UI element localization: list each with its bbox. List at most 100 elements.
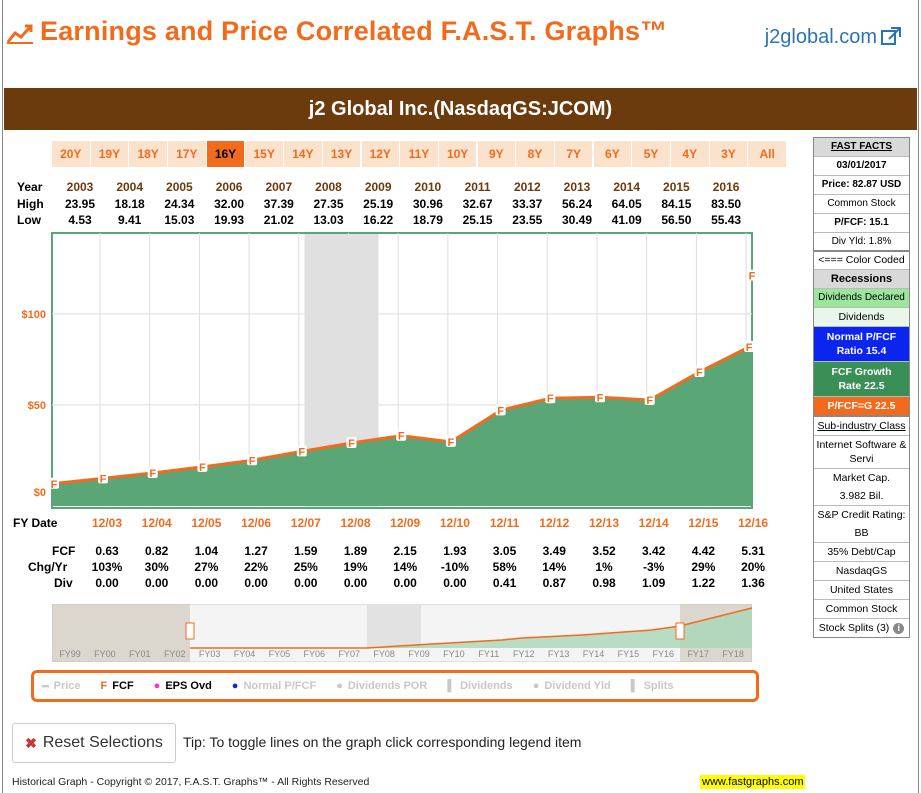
div-row-label: Div (54, 576, 73, 590)
price-high-cell: 24.34 (164, 197, 195, 211)
range-button-16y[interactable]: 16Y (206, 141, 245, 167)
price-years-cell: 2012 (513, 180, 541, 194)
fy-dates-cell: 12/09 (390, 516, 421, 530)
range-button-18y[interactable]: 18Y (129, 141, 167, 167)
info-icon[interactable]: i (893, 623, 905, 634)
fcf-growth-key[interactable]: FCF Growth Rate 22.5 (814, 362, 909, 397)
fcf-point[interactable]: F (545, 392, 556, 405)
navigator-mask-left (52, 604, 190, 662)
fy-dates-cell: 12/04 (141, 516, 172, 530)
fcf-point[interactable]: F (49, 477, 59, 491)
fcf-chart[interactable]: $0 $50 $100 F F F F F F F F F F F F F F F F (0, 228, 800, 518)
legend-eps-ovd-label: EPS Ovd (165, 680, 212, 692)
fy-fcf-cell: 4.42 (691, 544, 716, 558)
legend-price[interactable]: ━ Price (42, 680, 81, 693)
normal-pfcf-key[interactable]: Normal P/FCF Ratio 15.4 (814, 327, 909, 362)
fy-fcf-cell: 3.42 (642, 544, 666, 558)
range-button-19y[interactable]: 19Y (90, 141, 129, 167)
dividends-key[interactable]: Dividends (814, 308, 909, 327)
fcf-point[interactable]: F (247, 454, 258, 467)
fy-dates-cell: 12/06 (241, 516, 272, 530)
range-button-9y[interactable]: 9Y (477, 141, 516, 167)
fy-fcf-cell: 3.05 (492, 544, 517, 558)
fcf-point[interactable]: F (747, 269, 757, 283)
fcf-point[interactable]: F (644, 394, 655, 407)
fcf-line[interactable] (51, 342, 754, 486)
navigator-handle-right[interactable] (675, 622, 685, 640)
svg-text:F: F (746, 342, 753, 354)
legend-div-yld[interactable]: ● Dividend Yld (533, 680, 611, 692)
fy-div-cell: 0.00 (95, 576, 119, 590)
range-button-12y[interactable]: 12Y (361, 141, 399, 167)
range-button-3y[interactable]: 3Y (709, 141, 748, 167)
price-high-cell: 83.50 (711, 197, 742, 211)
fy-date-label: FY Date (13, 516, 58, 530)
range-button-6y[interactable]: 6Y (593, 141, 632, 167)
reset-selections-button[interactable]: ✖ Reset Selections (12, 723, 176, 763)
stock-splits[interactable]: Stock Splits (3) i (814, 619, 909, 637)
country: United States (814, 581, 909, 600)
fy-dates-cell: 12/15 (688, 516, 719, 530)
fy-div-cell: 0.41 (492, 576, 517, 590)
fcf-point[interactable]: F (296, 445, 307, 458)
exchange: NasdaqGS (814, 562, 909, 581)
fcf-point[interactable]: F (147, 467, 158, 480)
range-button-all[interactable]: All (748, 141, 786, 167)
fy-chg-cell: 19% (343, 560, 368, 574)
stock-splits-label: Stock Splits (3) (818, 622, 890, 634)
legend-splits[interactable]: ▌ Splits (631, 680, 674, 692)
range-button-8y[interactable]: 8Y (516, 141, 554, 167)
class-stock-type: Common Stock (814, 600, 909, 619)
navigator-year-label: FY06 (304, 649, 326, 659)
chg-row-label: Chg/Yr (28, 560, 68, 574)
fcf-point[interactable]: F (98, 472, 108, 485)
range-button-15y[interactable]: 15Y (245, 141, 283, 167)
price-high-cell: 64.05 (611, 197, 642, 211)
range-button-11y[interactable]: 11Y (400, 141, 438, 167)
range-button-20y[interactable]: 20Y (52, 141, 90, 167)
legend-eps-ovd[interactable]: ● EPS Ovd (154, 680, 212, 692)
fcf-point[interactable]: F (595, 391, 605, 404)
dividends-declared-key[interactable]: Dividends Declared (814, 289, 909, 308)
fastgraphs-link[interactable]: www.fastgraphs.com (700, 775, 806, 789)
range-button-5y[interactable]: 5Y (632, 141, 670, 167)
legend-dividends[interactable]: ▌ Dividends (447, 680, 512, 692)
range-button-4y[interactable]: 4Y (671, 141, 709, 167)
fy-fcf-cell: 1.93 (443, 544, 467, 558)
navigator-line (190, 607, 752, 649)
pfcf-g-key[interactable]: P/FCF=G 22.5 (814, 397, 909, 415)
price-low-cell: 9.41 (118, 213, 142, 227)
legend-normal-pfcf[interactable]: ● Normal P/FCF (232, 680, 316, 692)
fy-div-cell: 0.00 (194, 576, 219, 590)
fcf-point[interactable]: F (396, 429, 407, 443)
range-navigator[interactable]: FY99 FY00 FY01 FY02 FY03 FY04 FY05 FY06 FY07 FY08… (52, 604, 752, 662)
range-button-13y[interactable]: 13Y (322, 141, 361, 167)
fcf-point[interactable]: F (346, 436, 357, 450)
legend-fcf[interactable]: F FCF (101, 680, 134, 692)
range-button-14y[interactable]: 14Y (284, 141, 322, 167)
fcf-point[interactable]: F (694, 365, 705, 379)
y-axis-labels: $0 $50 $100 (22, 309, 46, 499)
fcf-point[interactable]: F (445, 435, 456, 449)
fy-fcf-cell: 0.63 (95, 544, 119, 558)
price-high-cell: 32.67 (462, 197, 493, 211)
navigator-handle-left[interactable] (185, 622, 195, 640)
fcf-point[interactable]: F (197, 460, 208, 474)
range-button-7y[interactable]: 7Y (554, 141, 593, 167)
fcf-point[interactable]: F (495, 404, 506, 417)
series-legend: ━ Price F FCF ● EPS Ovd ● Normal P/FCF ● Divi… (31, 670, 759, 702)
fy-chg-cell: 14% (393, 560, 418, 574)
range-button-10y[interactable]: 10Y (438, 141, 477, 167)
facts-price: Price: 82.87 USD (814, 176, 909, 195)
legend-fcf-label: FCF (112, 680, 134, 692)
price-low-cell: 30.49 (561, 213, 593, 227)
company-website-link[interactable]: j2global.com (765, 26, 901, 49)
fcf-point[interactable]: F (744, 341, 755, 354)
legend-div-por[interactable]: ● Dividends POR (336, 680, 427, 692)
fy-chg-cell: 29% (691, 560, 716, 574)
svg-text:F: F (149, 468, 156, 480)
range-button-17y[interactable]: 17Y (168, 141, 206, 167)
company-website-label: j2global.com (764, 26, 877, 48)
recessions-key[interactable]: Recessions (814, 270, 909, 289)
price-high-cell: 84.15 (661, 197, 692, 211)
